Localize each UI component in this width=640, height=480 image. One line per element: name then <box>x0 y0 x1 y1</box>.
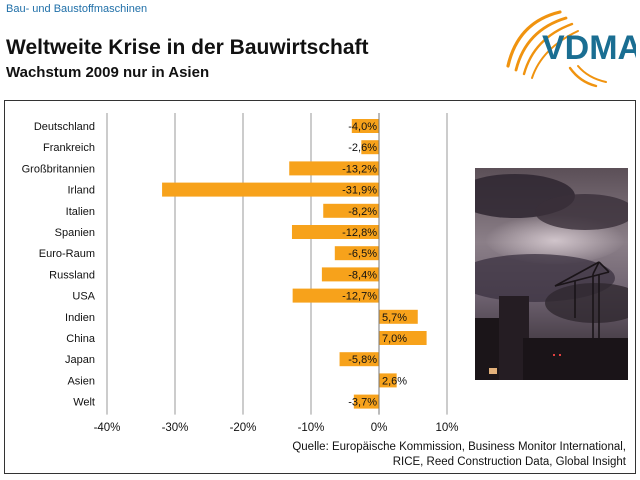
vdma-logo: VDMA <box>506 10 636 88</box>
x-tick-label: -20% <box>230 422 257 434</box>
bar <box>361 140 379 155</box>
vdma-logo-text: VDMA <box>542 29 636 67</box>
category-label: Italien <box>66 206 95 218</box>
x-tick-label: 0% <box>371 422 388 434</box>
bar-chart: Deutschland -4,0% Frankreich -2,6% Großbrita… <box>22 113 459 434</box>
bar <box>334 246 379 261</box>
bar <box>321 267 379 282</box>
category-label: Welt <box>73 397 95 409</box>
source-line-1: Quelle: Europäische Kommission, Business… <box>292 441 626 453</box>
data-label: -6,5% <box>348 248 377 260</box>
data-label: -8,4% <box>348 269 377 281</box>
data-label: -4,0% <box>348 121 377 133</box>
bar <box>162 182 379 197</box>
bar <box>339 352 379 367</box>
x-tick-label: 10% <box>435 422 458 434</box>
category-label: China <box>66 333 96 345</box>
bar <box>353 394 379 409</box>
construction-crane-sky-photo-icon <box>475 168 628 380</box>
bar <box>379 373 397 388</box>
data-label: 2,6% <box>382 375 407 387</box>
x-tick-label: -10% <box>298 422 325 434</box>
category-label: Indien <box>65 312 95 324</box>
category-label: Russland <box>49 269 95 281</box>
data-label: -5,8% <box>348 354 377 366</box>
data-label: -31,9% <box>342 185 377 197</box>
bar <box>379 309 418 324</box>
data-label: -12,7% <box>342 291 377 303</box>
source-line-2: RICE, Reed Construction Data, Global Ins… <box>392 456 626 468</box>
category-label: Japan <box>65 354 95 366</box>
category-label: USA <box>72 291 95 303</box>
category-label: Spanien <box>55 227 95 239</box>
bar <box>351 119 379 133</box>
data-label: -3,7% <box>348 397 377 409</box>
data-label: 7,0% <box>382 333 407 345</box>
data-label: -8,2% <box>348 206 377 218</box>
category-label: Irland <box>67 185 95 197</box>
x-tick-label: -30% <box>162 422 189 434</box>
data-label: -2,6% <box>348 142 377 154</box>
data-label: -12,8% <box>342 227 377 239</box>
category-label: Asien <box>67 375 95 387</box>
source-note: Quelle: Europäische Kommission, Business… <box>292 440 626 470</box>
category-label: Frankreich <box>43 142 95 154</box>
bar <box>323 203 379 218</box>
bar <box>292 288 379 303</box>
bar <box>289 161 379 176</box>
x-tick-label: -40% <box>94 422 121 434</box>
vdma-logo-arcs-icon <box>506 10 607 88</box>
data-label: 5,7% <box>382 312 407 324</box>
data-label: -13,2% <box>342 163 377 175</box>
bar <box>379 331 427 345</box>
category-label: Deutschland <box>34 121 95 133</box>
page-subtitle: Wachstum 2009 nur in Asien <box>6 64 210 81</box>
category-label: Großbritannien <box>22 163 95 175</box>
chart-frame: Deutschland -4,0% Frankreich -2,6% Großbrita… <box>4 100 636 474</box>
page-title: Weltweite Krise in der Bauwirtschaft <box>6 36 369 59</box>
bar <box>291 225 379 239</box>
category-label: Euro-Raum <box>39 248 95 260</box>
category-label: Bau- und Baustoffmaschinen <box>6 3 148 15</box>
